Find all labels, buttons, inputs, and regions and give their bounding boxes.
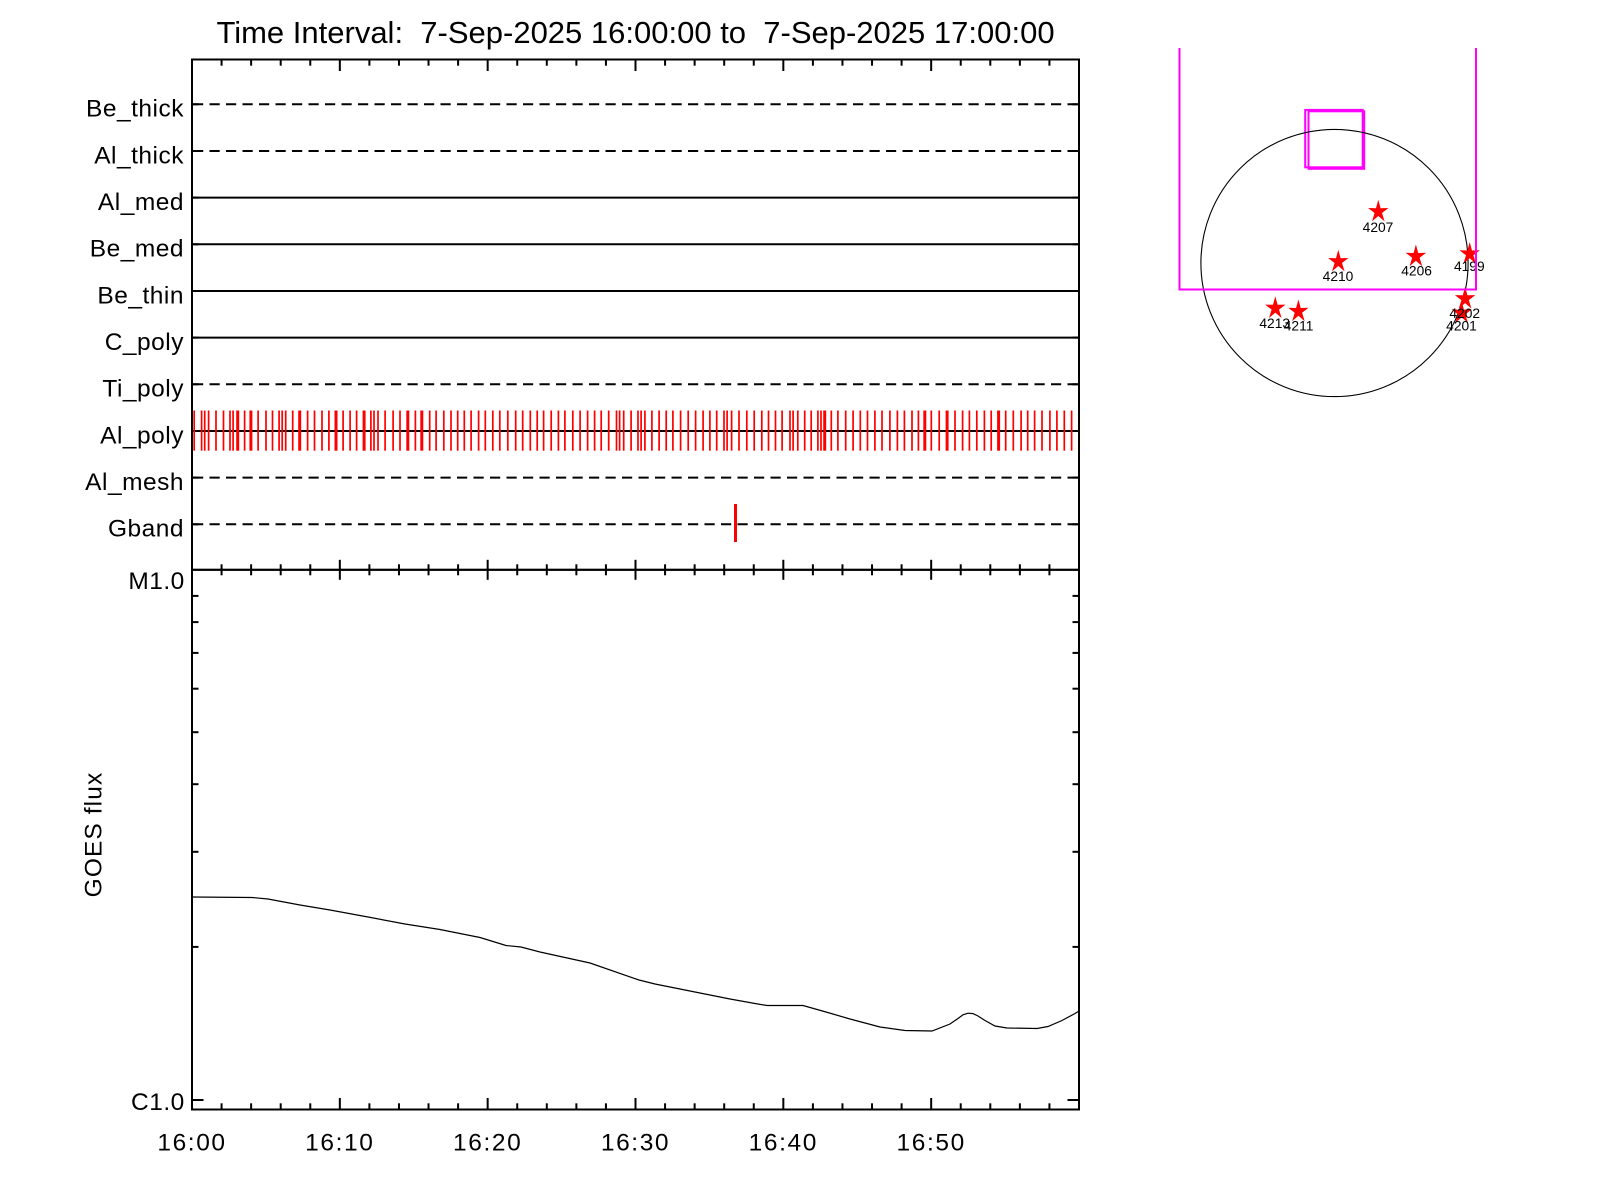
svg-text:Al_thick: Al_thick [94, 142, 184, 169]
svg-text:4213: 4213 [1259, 316, 1290, 331]
svg-text:4202: 4202 [1449, 306, 1480, 321]
svg-text:Al_mesh: Al_mesh [85, 469, 184, 496]
svg-text:Be_thin: Be_thin [97, 282, 184, 309]
svg-text:4201: 4201 [1446, 318, 1477, 333]
svg-text:4207: 4207 [1363, 220, 1394, 235]
svg-text:4211: 4211 [1284, 319, 1314, 334]
svg-text:16:00: 16:00 [157, 1130, 226, 1157]
svg-text:Al_poly: Al_poly [100, 422, 184, 449]
svg-text:Be_med: Be_med [90, 236, 184, 263]
svg-text:Gband: Gband [108, 516, 184, 543]
svg-text:Al_med: Al_med [98, 189, 184, 216]
svg-text:16:30: 16:30 [601, 1130, 670, 1157]
svg-text:C1.0: C1.0 [131, 1089, 185, 1116]
svg-text:4210: 4210 [1323, 269, 1354, 284]
svg-text:16:20: 16:20 [453, 1130, 522, 1157]
svg-text:16:50: 16:50 [897, 1130, 966, 1157]
svg-text:Be_thick: Be_thick [86, 96, 184, 123]
svg-text:C_poly: C_poly [105, 329, 185, 356]
svg-text:Time Interval: 7-Sep-2025 16:: Time Interval: 7-Sep-2025 16:00:00 to 7-… [216, 15, 1054, 50]
svg-text:4199: 4199 [1454, 259, 1485, 274]
svg-text:M1.0: M1.0 [128, 568, 184, 595]
svg-text:16:10: 16:10 [305, 1130, 374, 1157]
svg-text:GOES flux: GOES flux [81, 772, 108, 898]
svg-text:16:40: 16:40 [749, 1130, 818, 1157]
svg-text:4206: 4206 [1401, 264, 1432, 279]
svg-text:Ti_poly: Ti_poly [102, 376, 184, 403]
